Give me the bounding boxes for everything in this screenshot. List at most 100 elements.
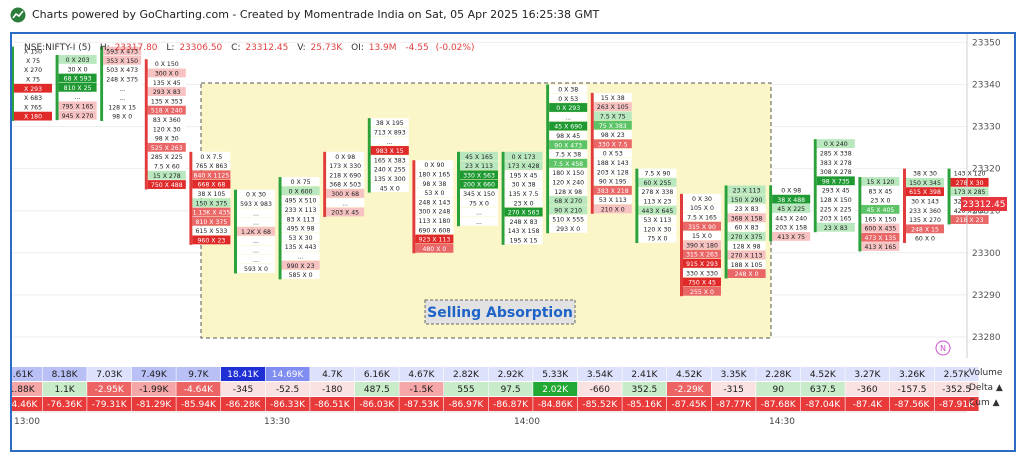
footprint-column[interactable]: 0 X 75 0 X 600 495 X 510 233 X 113 83 X 113 4…: [278, 177, 320, 280]
footprint-cell: [14, 93, 52, 102]
footprint-cell: [58, 73, 97, 83]
footprint-cell-label: 248 X 143: [419, 199, 451, 206]
footprint-column[interactable]: 7.5 X 90 60 X 255 278 X 338 113 X 23 443 X 6…: [635, 168, 677, 244]
footprint-cell: [147, 180, 186, 189]
footprint-cell: [460, 179, 498, 189]
footprint-column[interactable]: 0 X 173 173 X 428 195 X 45 30 X 38 135 X 7.5…: [501, 151, 543, 245]
footprint-column[interactable]: 0 X 30 105 X 0 7.5 X 165 315 X 90 15 X 0 390 …: [680, 193, 721, 297]
footprint-cell-label: 225 X 225: [820, 206, 852, 213]
footprint-column[interactable]: 0 X 90 180 X 165 98 X 38 53 X 0 248 X 143 300…: [412, 160, 454, 254]
footprint-cell-label: X 180: [24, 114, 42, 121]
delta-cell: [12, 382, 42, 396]
footprint-cell: [683, 203, 721, 212]
footprint-column[interactable]: 15 X 120 83 X 45 23 X 0 45 X 405 165 X 150 60…: [858, 177, 900, 252]
cum-cell: [354, 397, 399, 411]
footprint-cell-label: 45 X 690: [554, 124, 582, 131]
footprint-cell: [237, 264, 275, 273]
footprint-column[interactable]: 0 X 150 300 X 0 135 X 45 293 X 83 135 X 353 5…: [144, 59, 186, 190]
footprint-column[interactable]: 38 X 30 150 X 345 615 X 398 30 X 143 233 X 3…: [903, 168, 944, 244]
footprint-cell: [683, 240, 721, 250]
delta-value: 637.5: [810, 385, 836, 395]
footprint-cell: [58, 101, 97, 111]
delta-value: -352.5: [942, 385, 971, 395]
footprint-cell: [504, 161, 543, 170]
footprint-cell-label: 285 X 338: [820, 150, 852, 157]
footprint-column[interactable]: 0 X 30 593 X 983...... 1.2K X 68......... 5…: [234, 189, 275, 274]
footprint-cell-label: 0 X 30: [246, 192, 266, 199]
n-badge[interactable]: N: [935, 340, 951, 356]
footprint-column[interactable]: 0 X 38 0 X 53 0 X 293... 45 X 690 98 X 45 90 …: [546, 84, 588, 234]
footprint-cell-label: 480 X 0: [422, 246, 446, 253]
footprint-cell: [861, 195, 900, 205]
cum-cell: [934, 397, 979, 411]
volume-value: 2.41K: [631, 370, 658, 380]
footprint-column[interactable]: 0 X 240 285 X 338 383 X 278 308 X 278 98 X 7…: [813, 139, 855, 233]
footprint-cell-label: 593 X 473: [106, 49, 138, 56]
footprint-cell-label: 98 X 23: [601, 132, 625, 139]
footprint-cell: [772, 222, 811, 232]
volume-cell: [845, 367, 890, 381]
footprint-cell: [415, 188, 454, 197]
footprint-cell: [950, 187, 989, 197]
volume-value: 2.28K: [765, 370, 792, 380]
footprint-cell: [906, 224, 944, 234]
footprint-cell: [816, 157, 855, 167]
footprint-cell: [549, 168, 588, 177]
footprint-column[interactable]: X 150 X 75 X 270 X 75 X 293 X 683 X 765 X 180: [12, 46, 52, 122]
footprint-column[interactable]: 593 X 473 353 X 150 503 X 473 248 X 375....…: [100, 46, 142, 122]
footprint-cell: [281, 186, 320, 196]
footprint-column[interactable]: 23 X 113 150 X 290 23 X 83 368 X 158 60 X 83…: [724, 185, 766, 279]
delta-cell: [800, 382, 845, 396]
footprint-cell-label: 593 X 983: [240, 201, 272, 208]
footprint-column[interactable]: 0 X 98 38 X 488 45 X 225 443 X 240 203 X 158…: [769, 185, 811, 242]
footprint-cell-label: 308 X 278: [820, 169, 852, 176]
footprint-cell-label: 270 X 563: [508, 210, 540, 217]
footprint-cell: [549, 177, 588, 187]
footprint-cell-label: ...: [119, 86, 125, 93]
footprint-column[interactable]: 0 X 7.5 765 X 863 840 X 1125 668 X 68 38 X 1…: [189, 151, 231, 245]
legend-c-label: C:: [231, 43, 240, 53]
footprint-cell: [103, 55, 142, 65]
footprint-cell: [593, 130, 632, 139]
footprint-cell-label: 0 X 53: [558, 96, 578, 103]
footprint-cell: [281, 177, 320, 186]
footprint-cell-label: X 293: [24, 86, 42, 93]
footprint-cell-label: 210 X 0: [601, 207, 625, 214]
footprint-cell-label: 7.5 X 75: [600, 114, 626, 121]
volume-cell: [265, 367, 310, 381]
footprint-cell-label: 38 X 30: [913, 171, 937, 178]
footprint-column[interactable]: 15 X 38 263 X 105 7.5 X 75 75 X 383 98 X 23 3…: [590, 92, 632, 214]
annotation-box[interactable]: Selling Absorption: [424, 299, 576, 325]
footprint-cell-label: 983 X 15: [376, 148, 404, 155]
candle-body: [55, 55, 59, 121]
volume-value: 2.57K: [944, 370, 971, 380]
footprint-cell: [504, 216, 543, 226]
cum-value: -85.52K: [582, 400, 618, 410]
footprint-cell: [370, 164, 409, 174]
footprint-cell: [237, 226, 275, 236]
footprint-columns: X 150 X 75 X 270 X 75 X 293 X 683 X 765 X 180 0 …: [12, 46, 989, 297]
footprint-chart[interactable]: X 150 X 75 X 270 X 75 X 293 X 683 X 765 X 180 0 …: [12, 34, 1014, 450]
footprint-cell-label: 173 X 330: [329, 163, 361, 170]
delta-cell: [934, 382, 979, 396]
legend-l-value: 23306.50: [179, 43, 222, 53]
footprint-cell: [460, 189, 498, 198]
footprint-cell: [14, 83, 52, 93]
footprint-cell: [103, 83, 142, 93]
footprint-cell: [14, 46, 52, 56]
footprint-column[interactable]: 45 X 165 23 X 113 330 X 563 200 X 660 345 X …: [457, 151, 498, 227]
footprint-cell-label: 990 X 23: [287, 263, 315, 270]
footprint-cell: [638, 215, 677, 224]
footprint-cell-label: ...: [476, 210, 482, 217]
footprint-cell-label: 810 X 25: [64, 85, 92, 92]
footprint-column[interactable]: 0 X 203 30 X 0 68 X 593 810 X 25... 795 X 16…: [55, 55, 97, 121]
footprint-column[interactable]: 38 X 195 713 X 893... 983 X 15 165 X 383 240…: [367, 118, 409, 193]
candle-body: [278, 177, 282, 280]
footprint-cell-label: X 150: [24, 49, 42, 56]
footprint-cell-label: 750 X 45: [688, 280, 716, 287]
footprint-column[interactable]: 0 X 98 173 X 330 218 X 690 368 X 503 300 X 6…: [323, 151, 365, 217]
y-axis[interactable]: 23280 23290 23300 23310 23320 23330 23340 23350: [966, 34, 1001, 358]
footprint-cell: [504, 198, 543, 208]
volume-cell: [577, 367, 622, 381]
footprint-cell-label: 765 X 863: [196, 163, 228, 170]
